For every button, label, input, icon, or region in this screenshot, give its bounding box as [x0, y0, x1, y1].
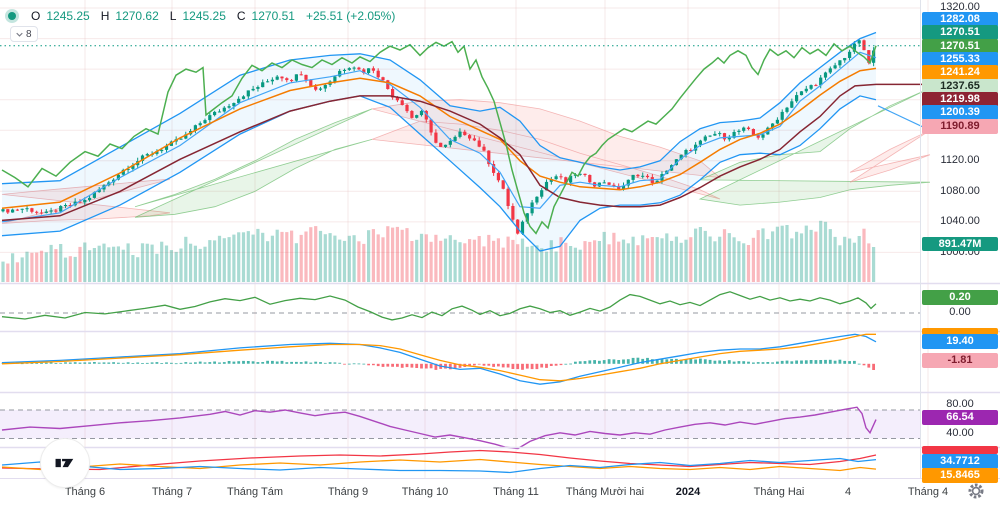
close-label: C	[236, 9, 246, 23]
price-label-chip: 1270.51	[922, 25, 998, 40]
price-label-chip: 19.40	[922, 334, 998, 349]
price-axis-tick: 80.00	[946, 397, 974, 410]
price-axis-tick: 0.00	[949, 306, 971, 318]
time-axis-label: Tháng Tám	[226, 486, 284, 498]
price-label-chip: 34.7712	[922, 454, 998, 469]
price-label-chip: -1.81	[922, 352, 998, 368]
price-label-chip: 0.20	[922, 289, 998, 305]
price-axis-tick: 1320.00	[940, 1, 980, 13]
change-value: +25.51 (+2.05%)	[305, 9, 396, 23]
price-label-chip: 1282.08	[922, 12, 998, 27]
price-label-chip: 15.8465	[922, 467, 998, 483]
close-value: 1270.51	[251, 9, 295, 23]
time-axis[interactable]: Tháng 6 Tháng 7 Tháng Tám Tháng 9 Tháng 10 Th…	[0, 478, 1000, 508]
price-label-chip	[922, 446, 998, 454]
time-axis-label: Tháng Mười hai	[565, 486, 645, 498]
high-value: 1270.62	[115, 9, 159, 23]
time-axis-label: 4	[844, 486, 852, 498]
price-label-chip: 1241.24	[922, 65, 998, 80]
price-axis-tick: 1080.00	[940, 184, 980, 197]
time-axis-label: Tháng 4	[907, 486, 949, 498]
time-axis-label: Tháng 10	[401, 486, 449, 498]
price-axis[interactable]: 1320.00 1120.00 1080.00 1040.00 1000.00 0.00 8…	[920, 0, 1000, 483]
time-axis-label: Tháng 9	[327, 486, 369, 498]
price-axis-tick: 1040.00	[940, 215, 980, 227]
price-axis-tick: 40.00	[946, 426, 974, 439]
price-label-chip	[922, 328, 998, 335]
bar-count-button[interactable]: 8	[10, 26, 38, 42]
price-label-chip: 1190.89	[922, 118, 998, 134]
tradingview-logo-icon	[55, 458, 74, 468]
price-label-chip: 1200.39	[922, 105, 998, 120]
price-axis-tick: 1120.00	[940, 154, 980, 166]
high-label: H	[100, 9, 110, 23]
low-value: 1245.25	[182, 9, 226, 23]
open-label: O	[31, 9, 41, 23]
price-label-chip: 891.47M	[922, 236, 998, 251]
open-value: 1245.25	[46, 9, 90, 23]
price-label-chip: 1237.65	[922, 78, 998, 94]
price-label-chip: 1255.33	[922, 52, 998, 67]
time-axis-label: Tháng Hai	[753, 486, 805, 498]
price-label-chip: 66.54	[922, 409, 998, 425]
price-label-chip: 1270.51	[922, 38, 998, 54]
time-axis-label: 2024	[675, 486, 701, 498]
time-axis-label: Tháng 7	[151, 486, 193, 498]
gear-icon[interactable]	[966, 481, 986, 501]
time-axis-label: Tháng 11	[493, 486, 539, 498]
ohlc-legend: O 1245.25 H 1270.62 L 1245.25 C 1270.51 +25.…	[8, 9, 395, 23]
low-label: L	[169, 9, 177, 23]
chevron-down-icon	[16, 32, 23, 37]
tradingview-logo[interactable]	[40, 438, 90, 488]
bar-count-badge: 8	[26, 28, 32, 40]
price-label-chip: 1219.98	[922, 92, 998, 107]
time-axis-label: Tháng 6	[64, 486, 106, 498]
series-marker-icon	[8, 12, 16, 20]
